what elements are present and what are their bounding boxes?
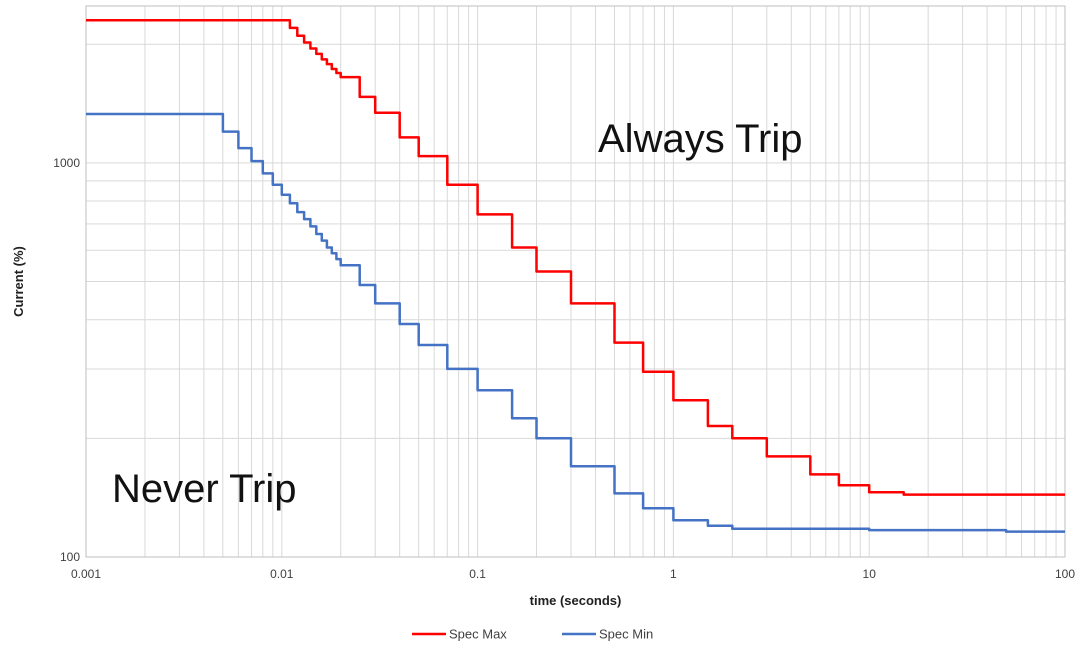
series-line-spec-max [86,19,1065,496]
legend-label: Spec Max [449,627,507,642]
x-tick-label: 10 [863,567,877,581]
annotations: Always Trip Never Trip [112,117,803,511]
series-line-spec-min [86,112,1065,533]
legend-label: Spec Min [599,627,653,642]
series-layer [86,19,1065,533]
y-tick-label: 100 [60,550,80,564]
x-tick-label: 1 [670,567,677,581]
y-axis-tick-labels: 100 1000 [53,156,80,564]
y-axis-title: Current (%) [11,246,26,317]
x-axis-tick-labels: 0.001 0.01 0.1 1 10 100 [71,567,1075,581]
x-tick-label: 0.01 [270,567,294,581]
y-tick-label: 1000 [53,156,80,170]
x-tick-label: 0.001 [71,567,101,581]
plot-area-border [85,5,1066,558]
legend: Spec Max Spec Min [412,627,653,642]
annotation-never-trip: Never Trip [112,467,297,511]
x-tick-label: 0.1 [469,567,486,581]
annotation-always-trip: Always Trip [598,117,803,161]
x-tick-label: 100 [1055,567,1075,581]
x-axis-title: time (seconds) [530,593,622,608]
